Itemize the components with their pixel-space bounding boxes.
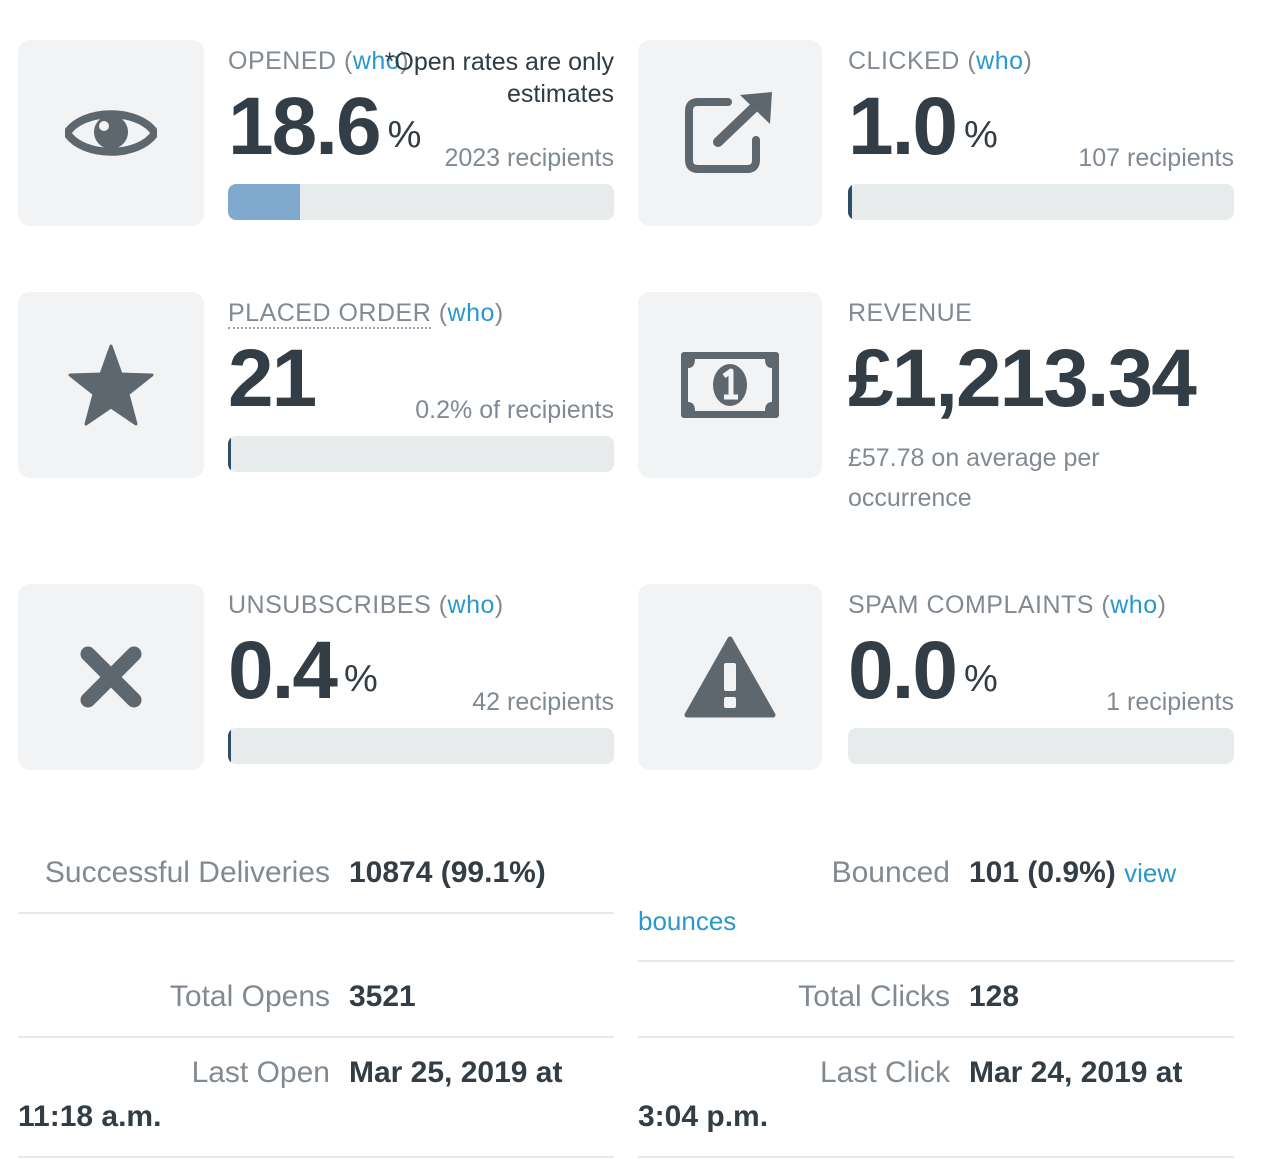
- last-click-value-continued: 3:04 p.m.: [638, 1100, 769, 1133]
- opened-label: OPENED (who): [228, 47, 410, 75]
- unsubscribes-progress-fill: [228, 728, 231, 764]
- placed-order-progress-fill: [228, 436, 231, 472]
- opened-recipients: 2023 recipients: [444, 144, 614, 172]
- clicked-recipients: 107 recipients: [1078, 144, 1234, 172]
- total-opens-row: Total Opens 3521: [18, 914, 614, 1038]
- clicked-label: CLICKED (who): [848, 47, 1033, 75]
- eye-icon: [65, 110, 157, 156]
- spam-who-link[interactable]: who: [1110, 591, 1158, 619]
- placed-order-recipients: 0.2% of recipients: [415, 396, 614, 424]
- spam-value: 0.0%: [848, 625, 998, 716]
- clicked-value: 1.0%: [848, 81, 998, 172]
- open-rate-note: *Open rates are only estimates: [384, 48, 614, 108]
- successful-deliveries-label: Successful Deliveries: [44, 856, 330, 889]
- total-clicks-label: Total Clicks: [798, 980, 950, 1013]
- spam-icon-tile: [638, 584, 822, 770]
- successful-deliveries-value: 10874 (99.1%): [349, 856, 546, 889]
- unsubscribes-who-link[interactable]: who: [447, 591, 495, 619]
- bounced-label: Bounced: [831, 856, 950, 889]
- opened-progress-fill: [228, 184, 300, 220]
- placed-order-value: 21: [228, 333, 317, 424]
- last-open-value: Mar 25, 2019 at: [349, 1056, 563, 1089]
- opened-value: 18.6%: [228, 81, 422, 172]
- opened-who-link[interactable]: who: [352, 47, 401, 75]
- total-clicks-value: 128: [969, 980, 1020, 1013]
- total-opens-label: Total Opens: [169, 980, 330, 1013]
- clicked-progress-fill: [848, 184, 852, 220]
- star-icon: [68, 344, 154, 426]
- revenue-icon-tile: [638, 292, 822, 478]
- unsubscribes-value: 0.4%: [228, 625, 378, 716]
- x-icon: [80, 646, 142, 708]
- placed-order-icon-tile: [18, 292, 204, 478]
- revenue-average: £57.78 on average per occurrence: [848, 444, 1100, 512]
- last-open-value-continued: 11:18 a.m.: [18, 1100, 162, 1133]
- bounced-value: 101 (0.9%) view: [969, 856, 1177, 889]
- external-link-icon: [685, 92, 772, 173]
- last-click-label: Last Click: [819, 1056, 950, 1089]
- last-open-row: Last Open Mar 25, 2019 at 11:18 a.m.: [18, 1038, 614, 1158]
- clicked-icon-tile: [638, 40, 822, 226]
- placed-order-progress-bar: [228, 436, 614, 472]
- banknote-icon: [681, 352, 779, 418]
- last-click-row: Last Click Mar 24, 2019 at 3:04 p.m.: [638, 1038, 1234, 1158]
- opened-icon-tile: [18, 40, 204, 226]
- warning-icon: [684, 636, 776, 718]
- placed-order-who-link[interactable]: who: [447, 299, 495, 327]
- clicked-who-link[interactable]: who: [976, 47, 1024, 75]
- bounced-row: Bounced 101 (0.9%) view bounces: [638, 834, 1234, 962]
- opened-progress-bar: [228, 184, 614, 220]
- spam-progress-bar: [848, 728, 1234, 764]
- successful-deliveries-row: Successful Deliveries 10874 (99.1%): [18, 834, 614, 914]
- unsubscribes-label: UNSUBSCRIBES (who): [228, 591, 504, 619]
- unsubscribes-progress-bar: [228, 728, 614, 764]
- revenue-label: REVENUE: [848, 299, 973, 327]
- last-click-value: Mar 24, 2019 at: [969, 1056, 1183, 1089]
- unsubscribes-recipients: 42 recipients: [472, 688, 614, 716]
- clicked-progress-bar: [848, 184, 1234, 220]
- unsubscribes-icon-tile: [18, 584, 204, 770]
- revenue-value: £1,213.34: [848, 333, 1197, 424]
- view-bounces-link[interactable]: view: [1124, 858, 1177, 888]
- total-clicks-row: Total Clicks 128: [638, 962, 1234, 1038]
- last-open-label: Last Open: [191, 1056, 330, 1089]
- spam-label: SPAM COMPLAINTS (who): [848, 591, 1167, 619]
- total-opens-value: 3521: [349, 980, 416, 1013]
- spam-recipients: 1 recipients: [1106, 688, 1234, 716]
- placed-order-label: PLACED ORDER (who): [228, 299, 504, 329]
- view-bounces-link-continued[interactable]: bounces: [638, 906, 737, 936]
